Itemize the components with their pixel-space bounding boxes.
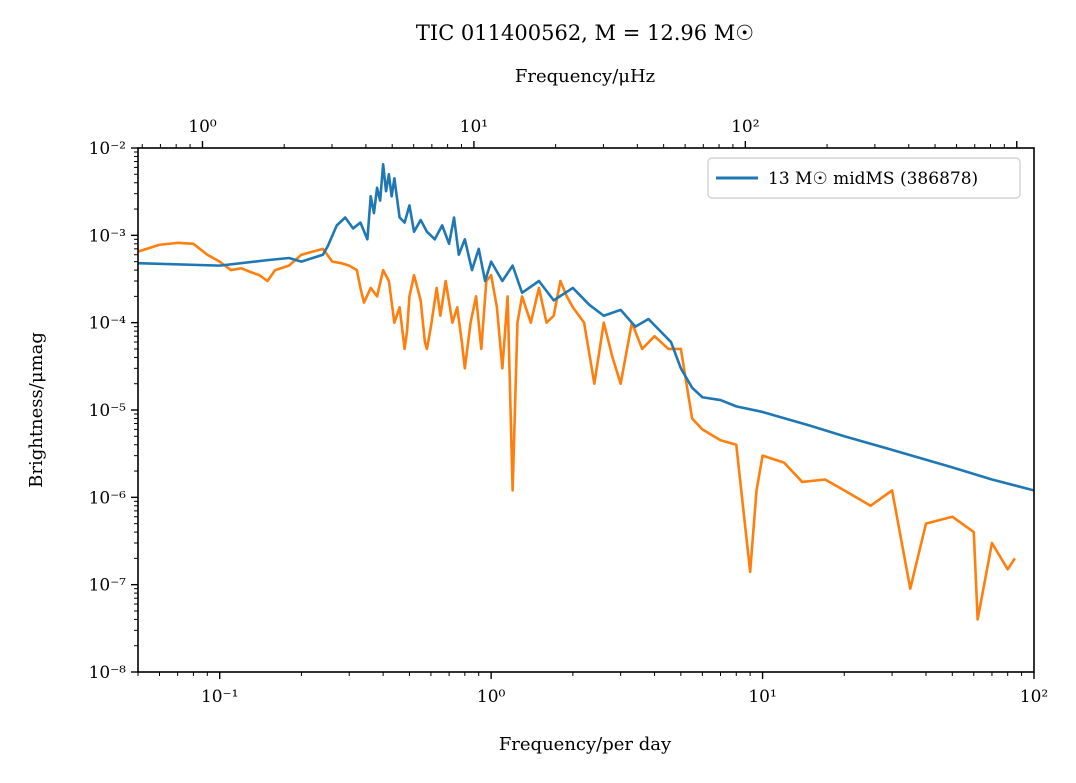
y-tick-label: 10⁻² [89, 139, 126, 159]
y-tick-label: 10⁻⁵ [89, 401, 127, 421]
series-line-1 [138, 241, 1016, 621]
ticks-layer: 10⁻¹ 10⁰ 10¹ 10² 10⁰ 10¹ 10² 10⁻² 10⁻³ 10⁻⁴ 10⁻⁵ 10… [89, 117, 1049, 707]
y-tick-label: 10⁻⁶ [89, 488, 127, 508]
chart-title: TIC 011400562, M = 12.96 M☉ [416, 21, 754, 45]
x2-tick-label: 10⁰ [188, 117, 217, 137]
x-tick-label: 10⁻¹ [201, 687, 238, 707]
legend: 13 M☉ midMS (386878) [707, 157, 1021, 199]
x2-axis-label: Frequency/μHz [515, 66, 655, 87]
y-tick-label: 10⁻⁴ [89, 314, 127, 334]
y-tick-label: 10⁻⁸ [89, 663, 127, 683]
x2-tick-label: 10¹ [460, 117, 488, 137]
legend-label-model: 13 M☉ midMS (386878) [768, 169, 978, 189]
y-axis-label: Brightness/μmag [26, 332, 47, 488]
plot-frame [137, 147, 1035, 673]
x-tick-label: 10² [1020, 687, 1048, 707]
y-tick-label: 10⁻³ [89, 226, 126, 246]
series-layer [138, 163, 1034, 621]
series-line-0 [138, 163, 1034, 492]
x2-tick-label: 10² [731, 117, 759, 137]
x-tick-label: 10¹ [748, 687, 776, 707]
y-tick-label: 10⁻⁷ [89, 576, 127, 596]
x-axis-label: Frequency/per day [499, 734, 672, 755]
legend-box [707, 157, 1021, 199]
x-tick-label: 10⁰ [477, 687, 506, 707]
